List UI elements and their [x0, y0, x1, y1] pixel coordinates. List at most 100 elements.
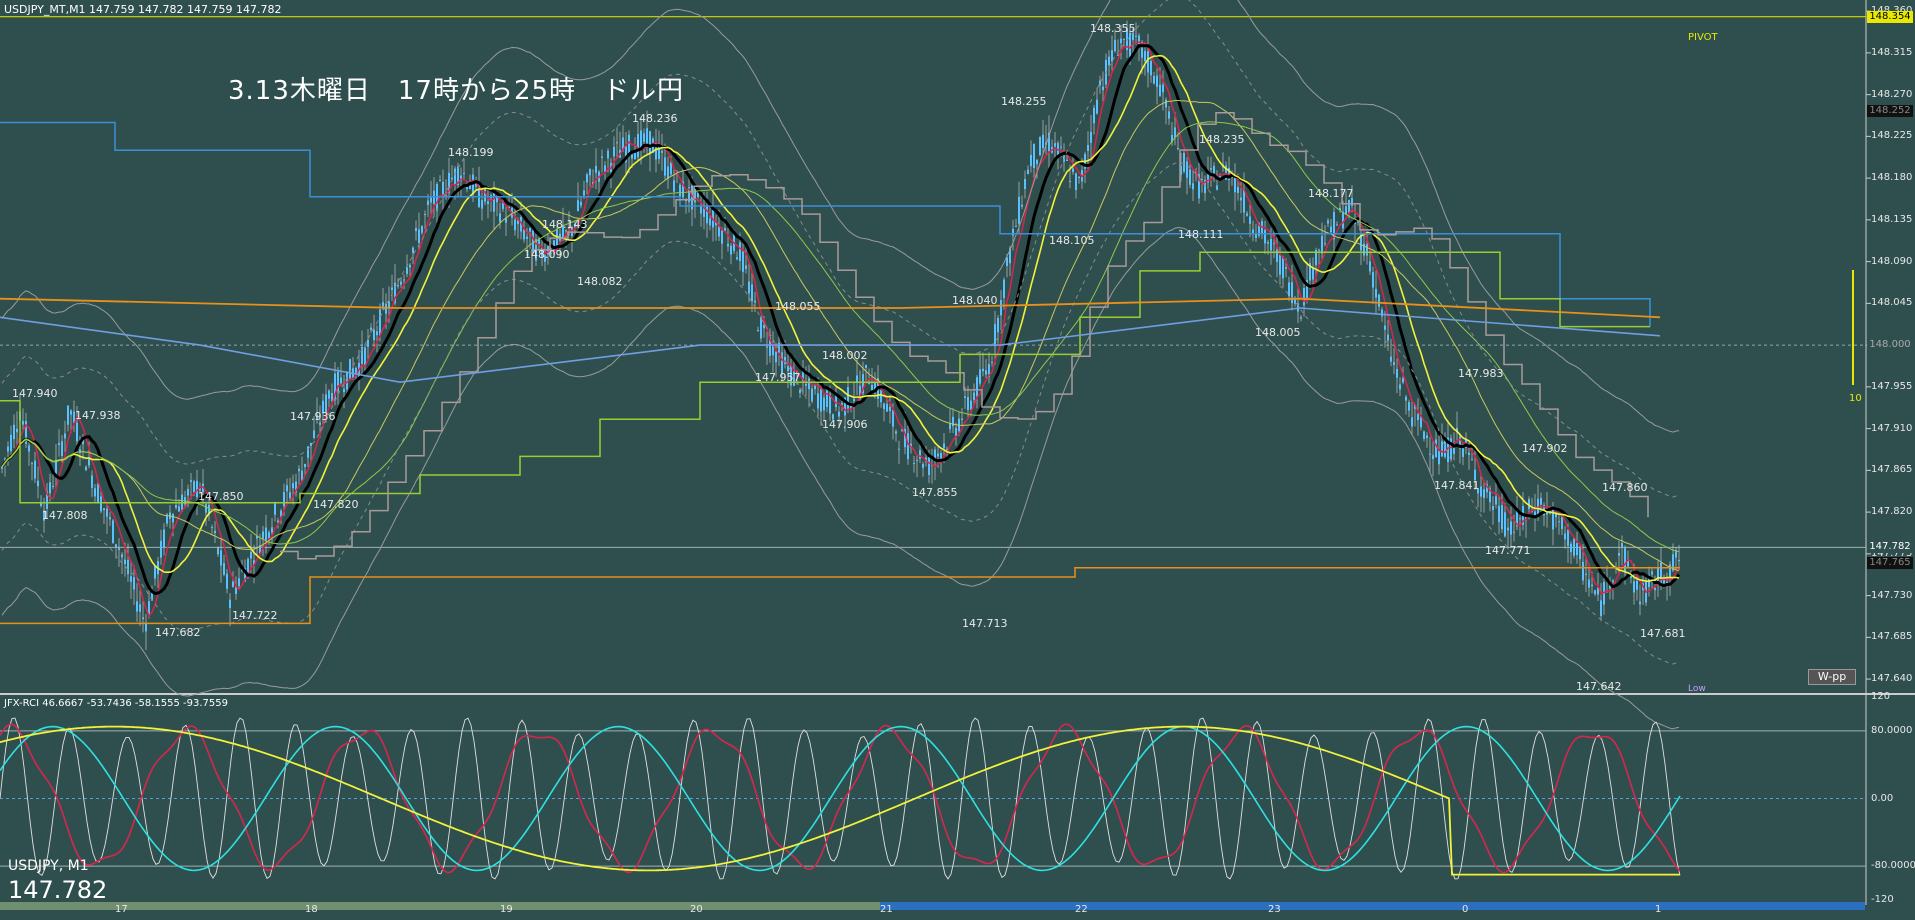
candle-body [1393, 362, 1395, 365]
candle-body [1072, 168, 1074, 173]
rci-indicator-header: JFX-RCI 46.6667 -53.7436 -58.1555 -93.75… [4, 698, 228, 709]
candle-body [1474, 469, 1476, 481]
candle-body [1048, 132, 1050, 152]
scroll-thumb[interactable] [880, 902, 1865, 910]
candle-body [1291, 282, 1293, 304]
price-axis-label: 147.730 [1871, 589, 1913, 601]
candle-body [1186, 161, 1188, 178]
candle-body [22, 420, 24, 425]
candle-body [526, 236, 528, 239]
candle-body [1132, 32, 1134, 41]
candle-body [163, 529, 165, 548]
candle-body [589, 168, 591, 176]
ma-red-line [1, 41, 1680, 618]
time-axis-label: 20 [690, 904, 703, 915]
candle-body [1066, 159, 1068, 161]
candle-body [331, 392, 333, 402]
candle-body [1204, 180, 1206, 194]
candle-body [451, 177, 453, 180]
rci-yellow-line [0, 725, 1680, 876]
candle-body [205, 504, 207, 513]
candle-body [730, 245, 732, 255]
candle-body [376, 331, 378, 336]
candle-body [214, 530, 216, 534]
candle-body [457, 166, 459, 186]
candle-body [1309, 263, 1311, 281]
wpp-button[interactable]: W-pp [1808, 669, 1856, 685]
candle-body [1123, 38, 1125, 40]
candle-body [367, 339, 369, 347]
candle-body [1507, 527, 1509, 531]
candle-body [1570, 543, 1572, 553]
candle-body [1279, 254, 1281, 275]
candle-body [448, 172, 450, 194]
candle-body [640, 130, 642, 148]
candle-body [721, 230, 723, 244]
candle-body [625, 146, 627, 163]
candle-body [1183, 152, 1185, 172]
candle-body [1609, 583, 1611, 589]
price-annotation: 148.236 [632, 112, 678, 126]
candle-body [1147, 51, 1149, 73]
candle-body [733, 231, 735, 251]
candle-body [13, 424, 15, 440]
candle-body [616, 142, 618, 144]
price-annotation: 147.850 [198, 490, 244, 504]
candle-body [1294, 297, 1296, 304]
candle-body [1366, 244, 1368, 256]
candle-body [55, 459, 57, 474]
candle-body [262, 531, 264, 539]
candle-body [1024, 178, 1026, 190]
candle-body [607, 150, 609, 159]
candle-body [373, 329, 375, 341]
candle-body [1324, 243, 1326, 245]
candle-body [1270, 238, 1272, 251]
candle-body [1360, 233, 1362, 251]
time-axis-label: 18 [305, 904, 318, 915]
candle-body [31, 463, 33, 465]
candle-body [1288, 282, 1290, 297]
candle-body [313, 430, 315, 439]
band-upper-outer [1, 0, 1680, 433]
candle-body [790, 365, 792, 386]
candle-body [769, 337, 771, 356]
candle-body [1177, 148, 1179, 150]
price-annotation: 148.055 [775, 300, 821, 314]
candle-body [1504, 512, 1506, 537]
candle-body [439, 180, 441, 182]
low-label: Low [1688, 684, 1706, 694]
candle-body [1486, 484, 1488, 493]
time-axis-label: 17 [115, 904, 128, 915]
scroll-track[interactable] [0, 902, 880, 910]
price-tag: 148.000 [1867, 339, 1913, 352]
candle-body [1396, 368, 1398, 378]
price-axis-label: 147.910 [1871, 422, 1913, 434]
candle-body [286, 485, 288, 492]
price-annotation: 148.002 [822, 349, 868, 363]
candle-body [1321, 235, 1323, 254]
candle-body [682, 181, 684, 198]
candle-body [1054, 143, 1056, 147]
candle-body [961, 418, 963, 420]
candle-body [1042, 134, 1044, 149]
candle-body [934, 449, 936, 462]
candle-body [745, 265, 747, 269]
candle-body [379, 309, 381, 336]
price-annotation: 148.177 [1308, 186, 1354, 200]
candle-body [1258, 223, 1260, 236]
candle-body [781, 352, 783, 375]
candle-body [1021, 204, 1023, 207]
candle-body [847, 387, 849, 410]
candle-body [634, 150, 636, 160]
candle-body [7, 446, 9, 452]
candle-body [478, 182, 480, 207]
candle-body [1333, 212, 1335, 240]
candle-body [145, 622, 147, 632]
candle-body [64, 433, 66, 439]
candle-body [1426, 435, 1428, 439]
candle-body [778, 342, 780, 353]
candle-body [1141, 42, 1143, 58]
candle-body [679, 184, 681, 197]
candle-body [1006, 257, 1008, 266]
